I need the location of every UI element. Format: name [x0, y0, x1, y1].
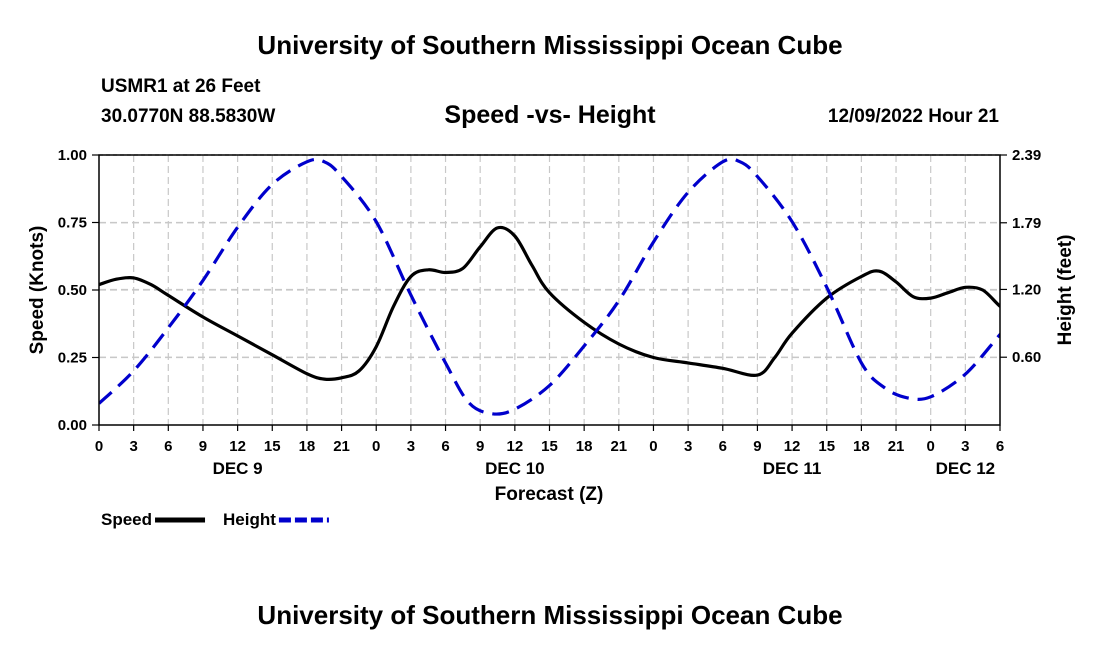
footer-title: University of Southern Mississippi Ocean… [257, 600, 843, 630]
x-tick-label: 3 [684, 438, 692, 455]
x-tick-label: 3 [129, 438, 137, 455]
x-tick-label: 6 [164, 438, 172, 455]
y-axis-label: Speed (Knots) [27, 226, 48, 355]
y-tick-label: 0.75 [58, 215, 87, 232]
x-tick-label: 6 [996, 438, 1004, 455]
x-tick-label: 15 [264, 438, 281, 455]
x-tick-label: 18 [576, 438, 593, 455]
legend: Speed Height [101, 510, 329, 529]
y2-tick-label: 2.39 [1012, 147, 1041, 164]
y-tick-label: 0.00 [58, 417, 87, 434]
x-tick-label: 12 [229, 438, 246, 455]
day-label: DEC 9 [213, 459, 263, 478]
axes-layer: 0 3 6 9 12 15 18 21 0 3 6 9 12 15 18 21 0 3 6 9 12 15 18 21 0 3 6D… [58, 147, 1041, 478]
forecast-datetime: 12/09/2022 Hour 21 [827, 106, 999, 127]
y-tick-label: 1.00 [58, 147, 87, 164]
x-tick-label: 6 [719, 438, 727, 455]
day-label: DEC 12 [936, 459, 996, 478]
x-tick-label: 12 [784, 438, 801, 455]
station-coordinates: 30.0770N 88.5830W [101, 106, 276, 127]
x-tick-label: 6 [441, 438, 449, 455]
y-tick-label: 0.50 [58, 282, 87, 299]
y2-axis-label: Height (feet) [1055, 235, 1076, 346]
x-tick-label: 15 [818, 438, 835, 455]
y2-tick-label: 1.79 [1012, 215, 1041, 232]
legend-label-speed: Speed [101, 510, 152, 529]
x-tick-label: 21 [610, 438, 627, 455]
legend-label-height: Height [223, 510, 276, 529]
x-tick-label: 0 [95, 438, 103, 455]
x-tick-label: 9 [753, 438, 761, 455]
main-title: University of Southern Mississippi Ocean… [257, 30, 843, 60]
x-tick-label: 15 [541, 438, 558, 455]
x-tick-label: 3 [407, 438, 415, 455]
day-label: DEC 11 [763, 459, 822, 478]
x-tick-label: 9 [199, 438, 207, 455]
y2-tick-label: 0.60 [1012, 349, 1041, 366]
x-axis-label: Forecast (Z) [495, 484, 604, 505]
x-tick-label: 12 [507, 438, 524, 455]
x-tick-label: 0 [927, 438, 935, 455]
y2-tick-label: 1.20 [1012, 281, 1041, 298]
day-label: DEC 10 [485, 459, 545, 478]
chart-title: Speed -vs- Height [444, 101, 656, 129]
x-tick-label: 0 [649, 438, 657, 455]
x-tick-label: 9 [476, 438, 484, 455]
series-line-speed [99, 225, 1000, 381]
y-tick-label: 0.25 [58, 350, 87, 367]
series-layer [99, 157, 1000, 416]
x-tick-label: 3 [961, 438, 969, 455]
x-tick-label: 0 [372, 438, 380, 455]
station-label: USMR1 at 26 Feet [101, 76, 261, 97]
x-tick-label: 21 [333, 438, 350, 455]
x-tick-label: 18 [853, 438, 870, 455]
series-line-height [99, 157, 1000, 416]
x-tick-label: 21 [888, 438, 905, 455]
x-tick-label: 18 [299, 438, 316, 455]
